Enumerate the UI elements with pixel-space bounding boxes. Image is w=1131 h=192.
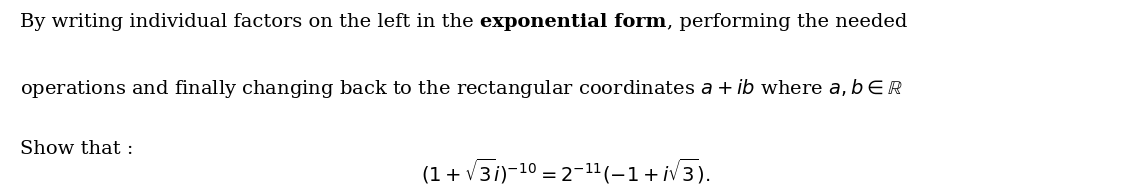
Text: , performing the needed: , performing the needed [666,13,907,31]
Text: Show that :: Show that : [20,140,133,158]
Text: operations and finally changing back to the rectangular coordinates $a + ib$ whe: operations and finally changing back to … [20,77,903,100]
Text: exponential form: exponential form [481,13,666,31]
Text: By writing individual factors on the left in the: By writing individual factors on the lef… [20,13,481,31]
Text: $(1 + \sqrt{3}i)^{-10} = 2^{-11}(-1 + i\sqrt{3}).$: $(1 + \sqrt{3}i)^{-10} = 2^{-11}(-1 + i\… [421,157,710,186]
